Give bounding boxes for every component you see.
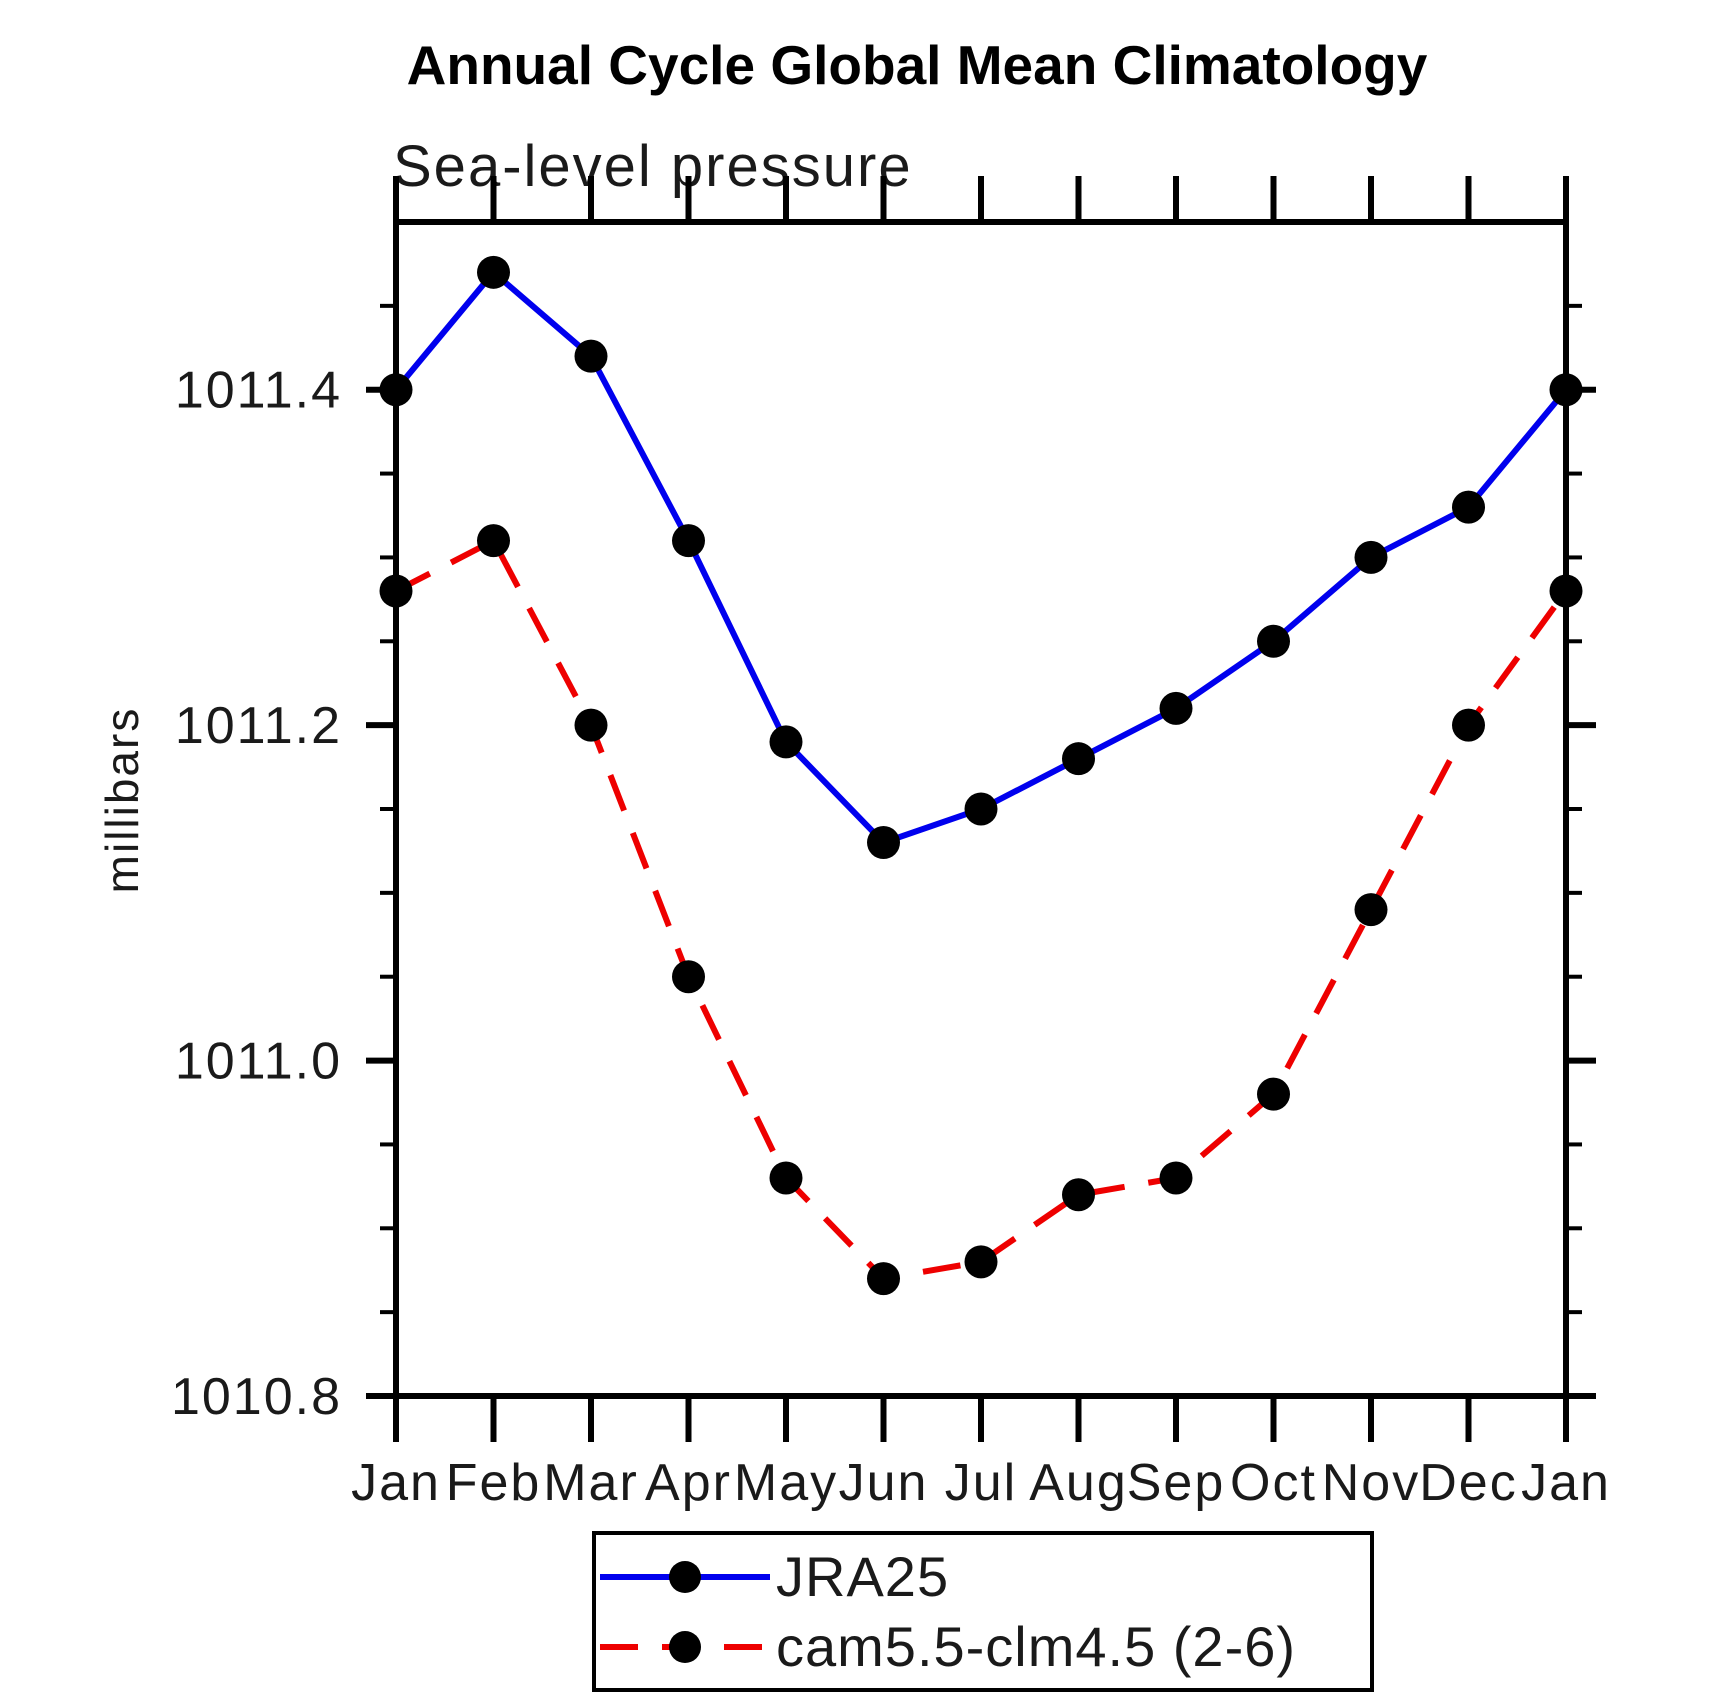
legend-marker-cam — [669, 1631, 701, 1663]
x-tick-label: Dec — [1419, 1454, 1517, 1512]
plot-frame — [393, 219, 1569, 1399]
data-point-marker — [769, 725, 803, 759]
y-tick-label: 1010.8 — [171, 1368, 342, 1426]
data-point-marker — [672, 524, 705, 558]
x-tick-label: Jan — [351, 1454, 441, 1512]
data-point-marker — [574, 339, 608, 373]
legend-label-jra25: JRA25 — [776, 1545, 949, 1608]
data-point-marker — [477, 255, 510, 289]
data-point-marker — [1354, 540, 1388, 574]
data-point-marker — [1452, 490, 1485, 524]
data-point-marker — [964, 792, 998, 826]
data-point-marker — [1159, 691, 1193, 725]
series-line-jra25 — [393, 268, 1569, 847]
x-tick-label: Aug — [1029, 1454, 1128, 1512]
series-markers — [379, 255, 1583, 1296]
data-point-marker — [769, 1161, 803, 1195]
data-point-marker — [1549, 373, 1583, 407]
chart-title: Annual Cycle Global Mean Climatology — [407, 34, 1428, 96]
data-point-marker — [867, 826, 900, 860]
y-axis-label: millibars — [96, 707, 148, 894]
legend-label-cam: cam5.5-clm4.5 (2-6) — [776, 1615, 1296, 1678]
series-line-cam — [394, 536, 1569, 1282]
x-tick-label: Jan — [1521, 1454, 1611, 1512]
x-tick-label: May — [734, 1454, 838, 1512]
data-point-marker — [1452, 708, 1485, 742]
series-lines — [393, 268, 1569, 1282]
x-tick-label: Feb — [446, 1454, 542, 1512]
chart-subtitle: Sea-level pressure — [393, 134, 913, 199]
data-point-marker — [867, 1262, 900, 1296]
data-point-marker — [1257, 1077, 1290, 1111]
y-tick-label: 1011.4 — [175, 362, 342, 420]
data-point-marker — [1354, 893, 1388, 927]
data-point-marker — [379, 574, 413, 608]
legend: JRA25 cam5.5-clm4.5 (2-6) — [592, 1531, 1374, 1692]
x-tick-label: Oct — [1230, 1454, 1317, 1512]
data-point-marker — [1062, 1178, 1095, 1212]
y-tick-label: 1011.2 — [175, 697, 342, 755]
data-point-marker — [477, 524, 510, 558]
data-point-marker — [379, 373, 413, 407]
data-point-marker — [1257, 624, 1290, 658]
x-tick-label: Nov — [1322, 1454, 1420, 1512]
x-tick-label: Mar — [543, 1454, 639, 1512]
data-point-marker — [964, 1245, 998, 1279]
x-tick-label: Jun — [839, 1454, 929, 1512]
data-point-marker — [574, 708, 608, 742]
legend-box — [592, 1531, 1374, 1692]
data-point-marker — [1549, 574, 1583, 608]
data-point-marker — [1062, 742, 1095, 776]
y-tick-label: 1011.0 — [175, 1033, 342, 1091]
x-tick-label: Jul — [945, 1454, 1017, 1512]
data-point-marker — [672, 960, 705, 994]
data-point-marker — [1159, 1161, 1193, 1195]
x-tick-label: Apr — [645, 1454, 732, 1512]
x-tick-label: Sep — [1127, 1454, 1226, 1512]
legend-marker-jra25 — [669, 1561, 701, 1593]
